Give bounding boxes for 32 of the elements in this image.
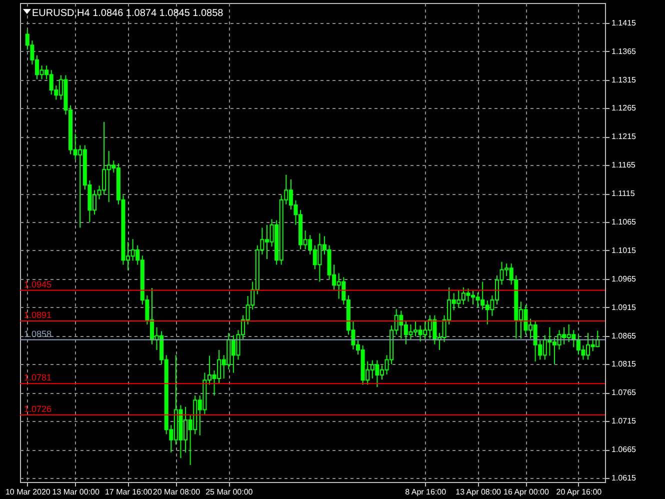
y-tick-label: 1.1015 xyxy=(612,246,637,255)
y-tick-label: 1.1215 xyxy=(612,132,637,142)
y-tick-label: 1.1115 xyxy=(612,189,636,198)
x-tick-label: 20 Mar 08:00 xyxy=(152,488,201,496)
y-tick-label: 1.1265 xyxy=(612,104,637,113)
y-tick-label: 1.1165 xyxy=(612,160,636,170)
x-tick-label: 13 Apr 08:00 xyxy=(456,488,502,496)
y-tick-label: 1.1415 xyxy=(612,18,637,28)
x-tick-label: 17 Mar 16:00 xyxy=(104,488,153,496)
x-tick-label: 8 Apr 16:00 xyxy=(405,488,447,496)
y-tick-label: 1.0665 xyxy=(612,445,637,454)
ref-line-label: 1.0726 xyxy=(24,404,52,414)
text: EURUSD,H4 1.0846 1.0874 1.0845 1.0858 xyxy=(32,8,224,19)
y-tick-label: 1.0865 xyxy=(612,331,637,340)
y-tick-label: 1.0915 xyxy=(612,302,637,312)
x-tick-label: 10 Mar 2020 xyxy=(5,488,51,496)
y-tick-label: 1.0715 xyxy=(612,416,637,426)
ref-line-label: 1.0781 xyxy=(24,372,52,383)
y-tick-label: 1.0815 xyxy=(612,360,637,369)
y-tick-label: 1.1365 xyxy=(612,46,637,56)
y-tick-label: 1.0765 xyxy=(612,388,637,398)
y-tick-label: 1.1315 xyxy=(612,75,637,84)
y-tick-label: 1.0615 xyxy=(612,474,637,483)
ref-line-label: 1.0858 xyxy=(24,328,52,339)
x-tick-label: 20 Apr 16:00 xyxy=(556,488,602,496)
ref-line-label: 1.0945 xyxy=(24,279,52,290)
x-tick-label: 25 Mar 00:00 xyxy=(206,488,254,496)
y-tick-label: 1.0965 xyxy=(612,274,637,284)
y-tick-label: 1.1065 xyxy=(612,218,637,227)
ref-line-label: 1.0891 xyxy=(24,310,52,320)
x-tick-label: 16 Apr 00:00 xyxy=(504,488,550,496)
x-tick-label: 13 Mar 00:00 xyxy=(52,488,100,496)
